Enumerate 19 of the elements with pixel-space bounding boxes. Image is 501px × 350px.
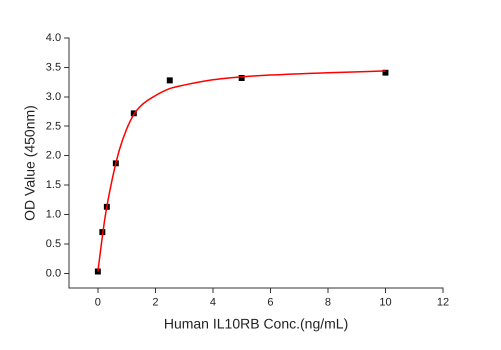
y-axis-title: OD Value (450nm)	[21, 105, 38, 221]
y-tick-label: 2.0	[46, 150, 62, 162]
y-tick-label: 0.5	[46, 238, 62, 250]
x-tick-label: 8	[324, 296, 332, 309]
x-tick-label: 0	[94, 296, 101, 309]
y-tick-label: 4.0	[46, 32, 62, 44]
y-tick-label: 3.5	[46, 61, 62, 74]
x-axis-title: Human IL10RB Conc.(ng/mL)	[164, 315, 348, 332]
x-tick-label: 6	[267, 296, 274, 309]
x-tick-label: 10	[379, 296, 392, 309]
x-tick-label: 12	[436, 296, 450, 309]
y-tick-label: 1.0	[46, 208, 62, 220]
y-tick-label: 1.5	[46, 179, 62, 192]
x-tick-label: 2	[152, 296, 158, 309]
y-tick-label: 0.0	[46, 267, 62, 280]
y-tick-label: 3.0	[46, 90, 62, 103]
y-tick-label: 2.5	[46, 120, 62, 132]
point	[166, 77, 173, 84]
x-tick-label: 4	[210, 296, 216, 309]
